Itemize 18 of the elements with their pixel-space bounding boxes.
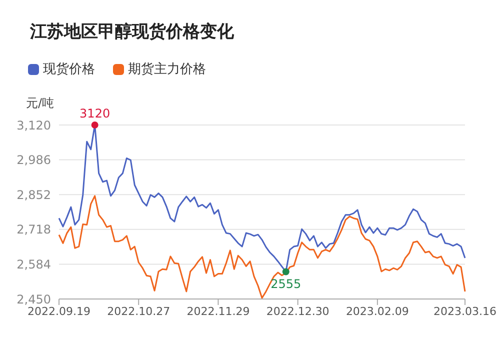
chart-title: 江苏地区甲醇现货价格变化 [30,21,234,43]
data-label: 2555 [270,276,302,291]
y-tick-label: 2,450 [16,292,51,306]
y-tick-label: 3,120 [16,118,51,132]
legend-label: 期货主力价格 [128,61,206,78]
x-tick-label: 2022.10.27 [107,304,170,318]
x-tick-label: 2022.12.30 [266,304,330,318]
y-axis-title: 元/吨 [26,95,54,112]
y-tick-label: 2,852 [16,188,51,202]
legend-label: 现货价格 [43,61,95,78]
x-tick-label: 2022.11.29 [186,304,250,318]
data-label: 3120 [80,106,110,120]
x-tick-label: 2023.02.09 [346,304,409,318]
y-tick-label: 2,718 [16,222,51,237]
x-tick-label: 2022.09.19 [28,304,90,318]
y-tick-label: 2,986 [16,153,51,168]
y-tick-label: 2,584 [16,257,51,272]
x-tick-label: 2023.03.16 [434,304,496,318]
